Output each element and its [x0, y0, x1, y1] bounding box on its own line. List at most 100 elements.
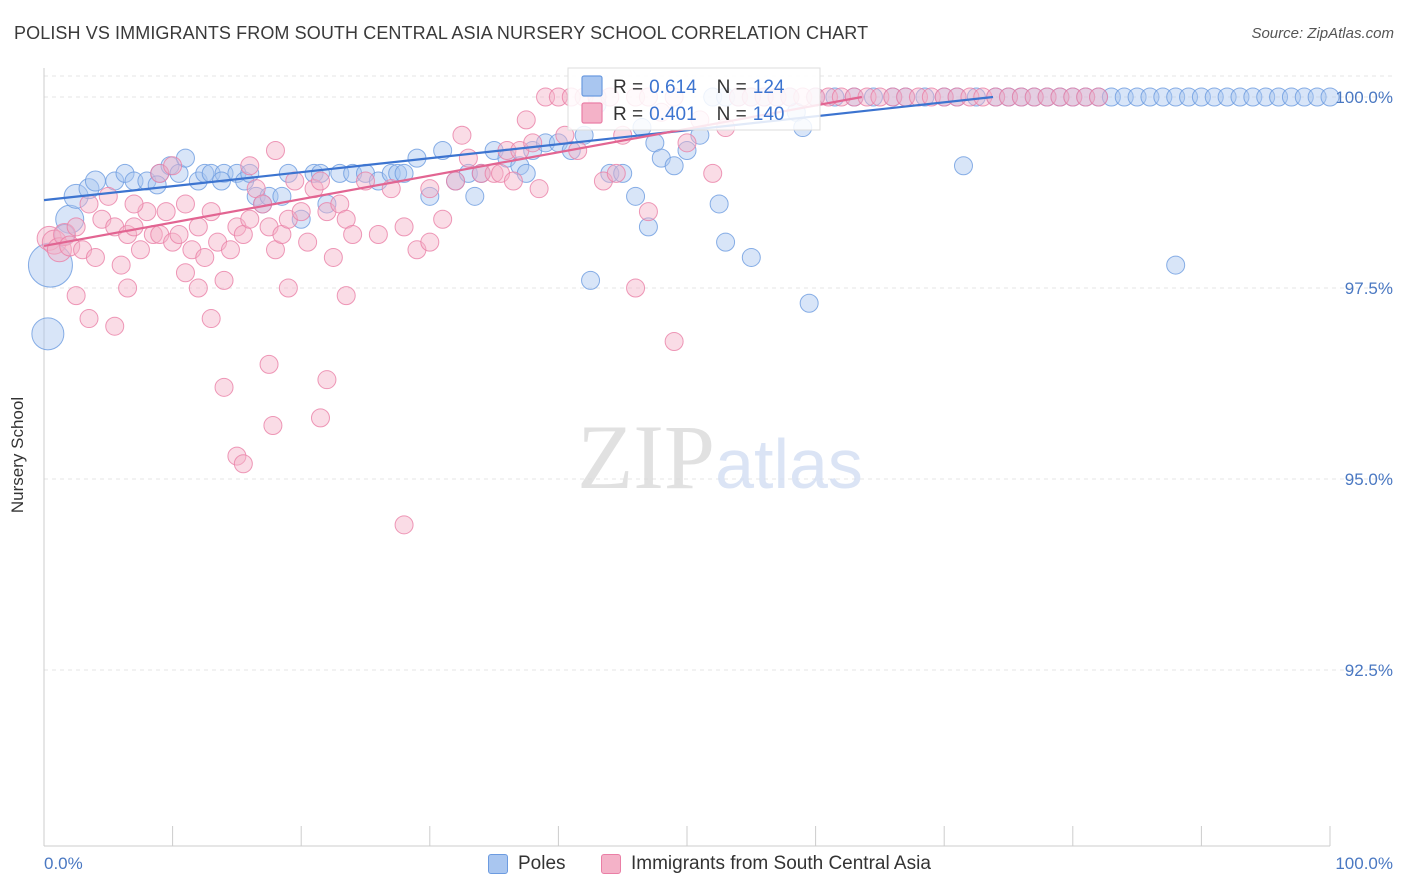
- immigrants-point-109: [118, 278, 138, 298]
- immigrants-point-52: [394, 217, 414, 237]
- immigrants-point-126: [503, 171, 523, 191]
- immigrants-r-value: 0.401: [649, 104, 697, 125]
- immigrants-point-5: [66, 217, 86, 237]
- poles-point-117: [953, 156, 973, 176]
- poles-point-1: [31, 317, 65, 351]
- legend-label-poles: Poles: [518, 853, 566, 874]
- immigrants-point-40: [291, 202, 311, 222]
- poles-point-58: [613, 163, 633, 183]
- poles-point-30: [304, 163, 324, 183]
- legend-label-immigrants: Immigrants from South Central Asia: [631, 853, 931, 874]
- poles-trend-line: [43, 95, 994, 202]
- immigrants-point-112: [201, 309, 221, 329]
- poles-point-59: [626, 186, 646, 206]
- y-tick-label-3: 92.5%: [1345, 661, 1393, 680]
- immigrants-point-136: [105, 316, 125, 336]
- immigrants-point-137: [124, 194, 144, 214]
- legend-item-immigrants: Immigrants from South Central Asia: [601, 851, 931, 877]
- immigrants-point-118: [278, 278, 298, 298]
- immigrants-point-121: [336, 286, 356, 306]
- poles-point-45: [465, 186, 485, 206]
- immigrants-point-107: [79, 309, 99, 329]
- poles-point-41: [420, 186, 440, 206]
- immigrants-point-26: [201, 202, 221, 222]
- stats-legend-frame: [567, 67, 821, 131]
- poles-point-118: [1166, 255, 1186, 275]
- poles-point-63: [664, 156, 684, 176]
- immigrants-point-54: [420, 232, 440, 252]
- poles-n-value: 124: [753, 77, 785, 98]
- immigrants-point-3: [53, 223, 77, 247]
- tick-labels: 100.0% 97.5% 95.0% 92.5% 0.0% 100.0%: [44, 88, 1393, 873]
- immigrants-point-62: [523, 133, 543, 153]
- immigrants-point-22: [175, 194, 195, 214]
- y-tick-label-0: 100.0%: [1335, 88, 1393, 107]
- immigrants-point-24: [188, 217, 208, 237]
- immigrants-points: [36, 87, 1109, 535]
- poles-point-64: [677, 140, 697, 160]
- immigrants-point-140: [240, 156, 260, 176]
- immigrants-point-32: [240, 209, 260, 229]
- immigrants-point-123: [420, 179, 440, 199]
- immigrants-point-108: [66, 286, 86, 306]
- immigrants-stat-swatch: [581, 102, 603, 124]
- immigrants-point-127: [516, 110, 536, 130]
- poles-point-119: [709, 194, 729, 214]
- immigrants-point-113: [214, 377, 234, 397]
- watermark-atlas: atlas: [715, 425, 863, 503]
- immigrants-point-128: [529, 179, 549, 199]
- poles-point-39: [394, 163, 414, 183]
- poles-stat-swatch: [581, 75, 603, 97]
- immigrants-point-19: [156, 202, 176, 222]
- x-tick-label-right: 100.0%: [1335, 854, 1393, 873]
- poles-point-42: [433, 140, 453, 160]
- immigrants-point-57: [458, 148, 478, 168]
- immigrants-point-43: [310, 171, 330, 191]
- poles-point-111: [1320, 87, 1340, 107]
- poles-point-114: [716, 232, 736, 252]
- immigrants-n-value: 140: [753, 104, 785, 125]
- chart-title: POLISH VS IMMIGRANTS FROM SOUTH CENTRAL …: [14, 23, 869, 43]
- immigrants-point-12: [111, 255, 131, 275]
- immigrants-point-141: [265, 140, 285, 160]
- source-label: Source: ZipAtlas.com: [1251, 25, 1394, 42]
- immigrants-point-117: [263, 416, 283, 436]
- axes: [43, 68, 1331, 847]
- immigrants-point-29: [220, 240, 240, 260]
- immigrants-point-122: [394, 515, 414, 535]
- immigrants-point-45: [323, 247, 343, 267]
- immigrants-point-76: [703, 163, 723, 183]
- immigrants-point-41: [298, 232, 318, 252]
- poles-point-116: [799, 293, 819, 313]
- immigrants-point-55: [433, 209, 453, 229]
- poles-point-112: [581, 270, 601, 290]
- watermark: ZIPatlas: [577, 406, 863, 508]
- immigrants-point-120: [317, 370, 337, 390]
- immigrants-point-15: [130, 240, 150, 260]
- poles-r-value: 0.614: [649, 77, 697, 98]
- immigrants-point-116: [259, 354, 279, 374]
- immigrants-point-48: [343, 225, 363, 245]
- immigrants-point-106: [1089, 87, 1109, 107]
- immigrants-point-119: [310, 408, 330, 428]
- poles-point-113: [638, 217, 658, 237]
- immigrants-point-124: [452, 125, 472, 145]
- immigrants-point-10: [98, 186, 118, 206]
- immigrants-point-21: [169, 225, 189, 245]
- immigrants-point-133: [626, 278, 646, 298]
- poles-n-label: N =: [717, 77, 747, 98]
- immigrants-n-label: N =: [717, 104, 747, 125]
- immigrants-point-110: [175, 263, 195, 283]
- immigrants-point-56: [446, 171, 466, 191]
- y-tick-label-1: 97.5%: [1345, 279, 1393, 298]
- immigrants-point-115: [233, 454, 253, 474]
- immigrants-point-135: [664, 331, 684, 351]
- legend-item-poles: Poles: [488, 851, 566, 877]
- immigrants-point-132: [606, 163, 626, 183]
- stats-legend: R = 0.614 N = 124 R = 0.401 N = 140: [567, 67, 821, 131]
- poles-point-115: [741, 247, 761, 267]
- poles-point-6: [84, 170, 106, 192]
- poles-r-label: R =: [613, 77, 643, 98]
